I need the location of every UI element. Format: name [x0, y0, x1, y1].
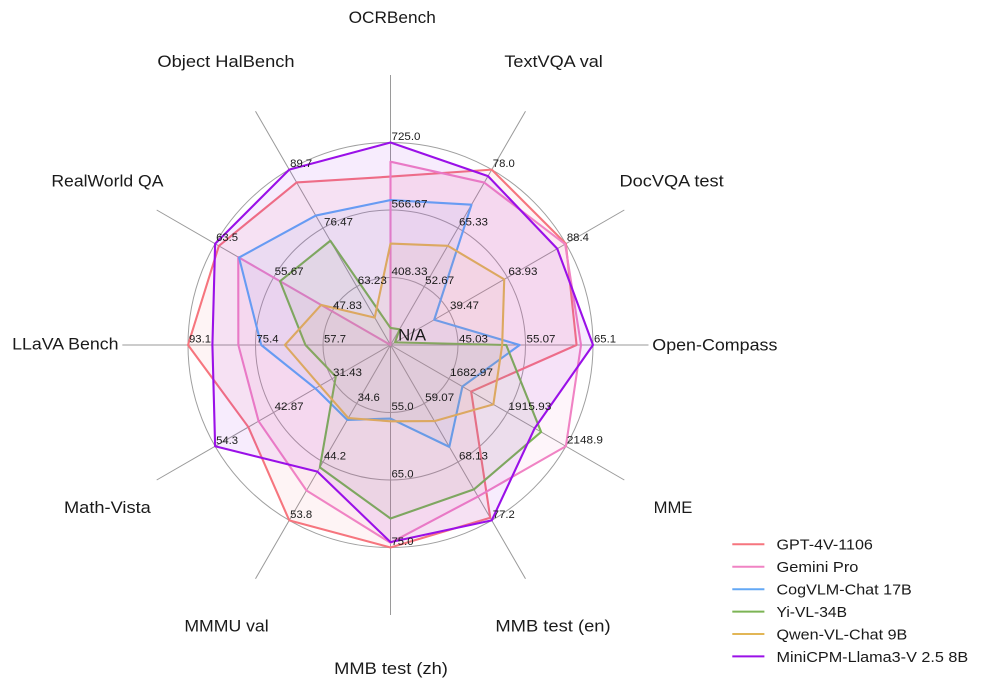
svg-text:Qwen-VL-Chat 9B: Qwen-VL-Chat 9B	[777, 626, 908, 643]
svg-text:76.47: 76.47	[324, 217, 353, 229]
svg-text:TextVQA val: TextVQA val	[504, 53, 602, 71]
svg-text:57.7: 57.7	[324, 334, 346, 346]
svg-text:N/A: N/A	[398, 327, 426, 345]
svg-text:45.03: 45.03	[459, 334, 488, 346]
svg-text:566.67: 566.67	[392, 199, 428, 211]
svg-text:55.0: 55.0	[392, 401, 414, 413]
svg-text:65.1: 65.1	[594, 334, 616, 346]
svg-text:MMB test (zh): MMB test (zh)	[334, 660, 448, 678]
svg-text:77.2: 77.2	[493, 509, 515, 521]
svg-text:53.8: 53.8	[290, 509, 312, 521]
svg-text:54.3: 54.3	[216, 435, 238, 447]
svg-text:RealWorld QA: RealWorld QA	[51, 173, 163, 191]
svg-text:MMMU val: MMMU val	[184, 617, 268, 635]
svg-text:44.2: 44.2	[324, 450, 346, 462]
svg-text:65.0: 65.0	[392, 469, 414, 481]
svg-text:55.07: 55.07	[527, 334, 556, 346]
svg-text:47.83: 47.83	[333, 300, 362, 312]
svg-text:39.47: 39.47	[450, 300, 479, 312]
svg-text:MME: MME	[654, 499, 693, 517]
svg-text:78.0: 78.0	[493, 158, 515, 170]
svg-text:31.43: 31.43	[333, 367, 362, 379]
svg-text:Open-Compass: Open-Compass	[652, 336, 777, 354]
svg-text:OCRBench: OCRBench	[349, 9, 436, 27]
svg-text:75.4: 75.4	[257, 334, 279, 346]
svg-text:89.7: 89.7	[290, 158, 312, 170]
svg-text:63.93: 63.93	[508, 266, 537, 278]
svg-text:34.6: 34.6	[358, 392, 380, 404]
svg-text:88.4: 88.4	[567, 232, 589, 244]
svg-text:Object HalBench: Object HalBench	[157, 53, 294, 71]
svg-text:63.5: 63.5	[216, 232, 238, 244]
svg-text:Yi-VL-34B: Yi-VL-34B	[777, 604, 848, 621]
svg-text:75.0: 75.0	[392, 536, 414, 548]
svg-text:Math-Vista: Math-Vista	[64, 499, 152, 517]
svg-text:MMB test (en): MMB test (en)	[495, 617, 610, 635]
svg-text:Gemini Pro: Gemini Pro	[777, 559, 859, 576]
svg-text:59.07: 59.07	[425, 392, 454, 404]
svg-text:CogVLM-Chat 17B: CogVLM-Chat 17B	[777, 582, 912, 599]
svg-text:68.13: 68.13	[459, 450, 488, 462]
svg-text:55.67: 55.67	[275, 266, 304, 278]
svg-text:93.1: 93.1	[189, 334, 211, 346]
svg-text:GPT-4V-1106: GPT-4V-1106	[777, 537, 873, 554]
svg-text:52.67: 52.67	[425, 275, 454, 287]
svg-text:1682.97: 1682.97	[450, 367, 493, 379]
svg-text:2148.9: 2148.9	[567, 435, 603, 447]
svg-text:DocVQA test: DocVQA test	[620, 173, 725, 191]
svg-text:725.0: 725.0	[392, 131, 421, 143]
svg-text:LLaVA Bench: LLaVA Bench	[12, 336, 118, 354]
svg-text:408.33: 408.33	[392, 266, 428, 278]
svg-text:MiniCPM-Llama3-V 2.5 8B: MiniCPM-Llama3-V 2.5 8B	[777, 649, 969, 666]
svg-text:65.33: 65.33	[459, 217, 488, 229]
svg-text:63.23: 63.23	[358, 275, 387, 287]
svg-text:1915.93: 1915.93	[508, 401, 551, 413]
svg-text:42.87: 42.87	[275, 401, 304, 413]
